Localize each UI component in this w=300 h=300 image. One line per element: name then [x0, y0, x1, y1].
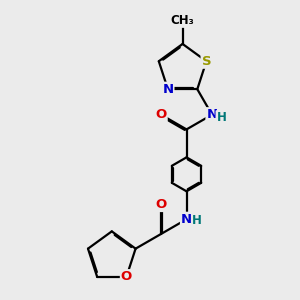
Text: N: N [206, 108, 218, 121]
Text: N: N [162, 83, 173, 96]
Text: O: O [155, 198, 167, 211]
Text: O: O [155, 108, 167, 121]
Text: N: N [181, 213, 192, 226]
Text: H: H [192, 214, 202, 227]
Text: S: S [202, 55, 211, 68]
Text: CH₃: CH₃ [171, 14, 194, 27]
Text: H: H [217, 111, 226, 124]
Text: O: O [121, 270, 132, 283]
